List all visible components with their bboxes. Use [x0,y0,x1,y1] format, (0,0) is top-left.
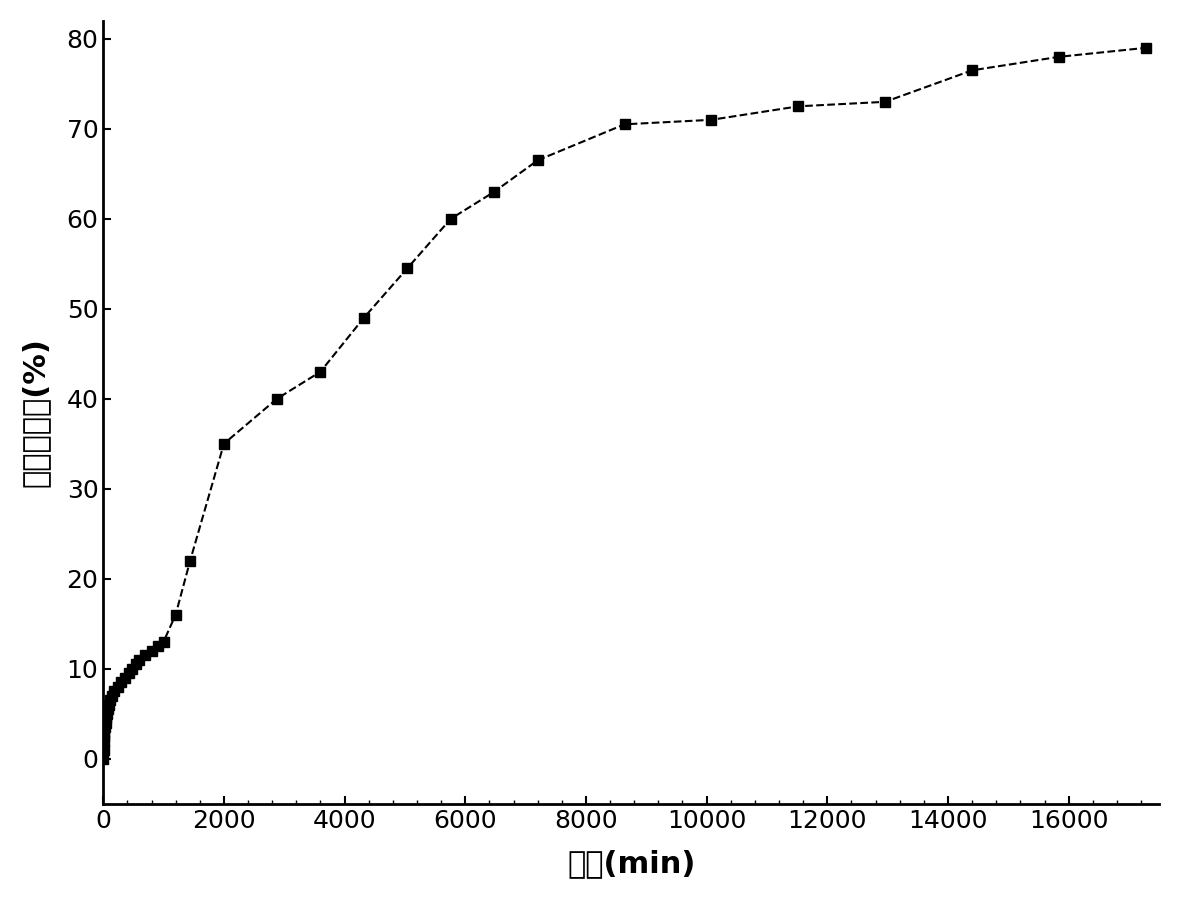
Y-axis label: 药物释放量(%): 药物释放量(%) [21,337,50,487]
X-axis label: 时间(min): 时间(min) [568,850,695,878]
